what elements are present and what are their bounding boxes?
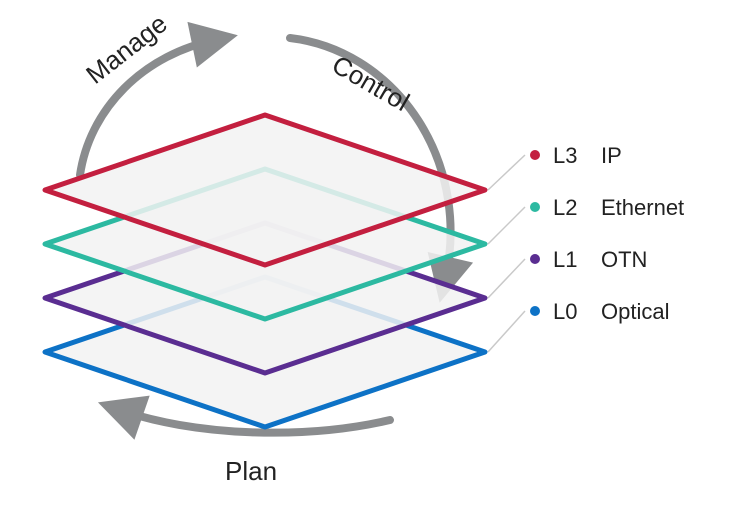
legend-dot-l2 xyxy=(530,202,540,212)
legend-name-l2: Ethernet xyxy=(601,195,684,220)
legend-dot-l0 xyxy=(530,306,540,316)
legend-code-l2: L2 xyxy=(553,195,577,220)
legend-name-l3: IP xyxy=(601,143,622,168)
legend-dot-l1 xyxy=(530,254,540,264)
legend-code-l0: L0 xyxy=(553,299,577,324)
legend-dot-l3 xyxy=(530,150,540,160)
legend-name-l0: Optical xyxy=(601,299,669,324)
legend-code-l3: L3 xyxy=(553,143,577,168)
legend-name-l1: OTN xyxy=(601,247,647,272)
legend-code-l1: L1 xyxy=(553,247,577,272)
cycle-label-plan: Plan xyxy=(225,456,277,486)
